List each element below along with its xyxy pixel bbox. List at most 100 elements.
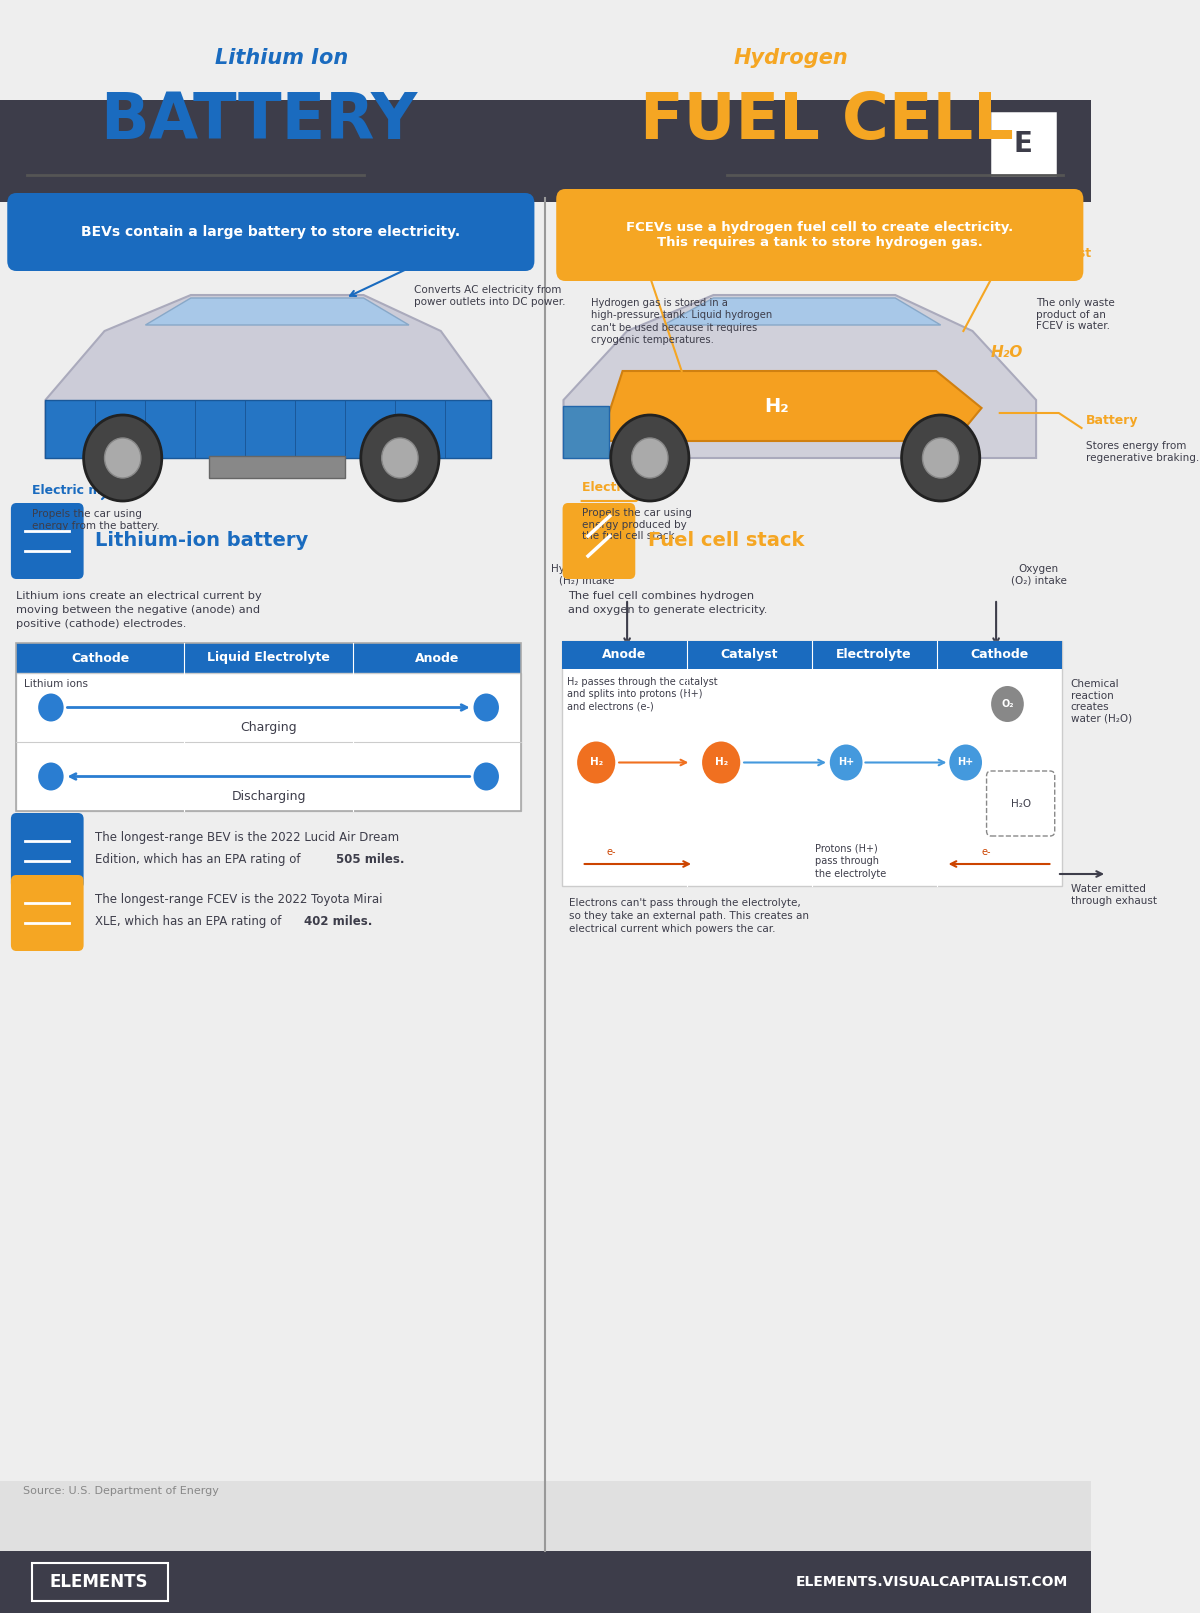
Circle shape — [474, 694, 499, 721]
FancyBboxPatch shape — [989, 110, 1058, 177]
Polygon shape — [564, 295, 1036, 458]
Circle shape — [382, 439, 418, 477]
FancyBboxPatch shape — [0, 1481, 1091, 1552]
Text: H₂: H₂ — [589, 758, 602, 768]
Text: FCEVs use a hydrogen fuel cell to create electricity.
This requires a tank to st: FCEVs use a hydrogen fuel cell to create… — [626, 221, 1014, 248]
Circle shape — [949, 745, 982, 781]
Text: E: E — [1014, 131, 1033, 158]
Text: FUEL CELL: FUEL CELL — [640, 90, 1014, 152]
Text: 402 miles.: 402 miles. — [305, 915, 373, 927]
Text: BEVs contain a large battery to store electricity.: BEVs contain a large battery to store el… — [82, 224, 461, 239]
Circle shape — [38, 694, 64, 721]
Text: Fuel cell stack: Fuel cell stack — [648, 532, 804, 550]
Text: H₂O: H₂O — [991, 345, 1024, 360]
Text: ELEMENTS.VISUALCAPITALIST.COM: ELEMENTS.VISUALCAPITALIST.COM — [796, 1574, 1068, 1589]
FancyBboxPatch shape — [557, 189, 1084, 281]
Text: Electric Vehicles: Electric Vehicles — [430, 163, 661, 187]
Text: Lithium Ion: Lithium Ion — [215, 48, 348, 68]
FancyBboxPatch shape — [564, 406, 608, 458]
Circle shape — [631, 439, 668, 477]
Text: H₂: H₂ — [714, 758, 728, 768]
Text: Electric motor: Electric motor — [32, 484, 130, 497]
Text: Electric motor: Electric motor — [582, 482, 680, 495]
FancyBboxPatch shape — [46, 400, 491, 458]
Text: e-: e- — [982, 847, 991, 857]
Text: Catalyst: Catalyst — [720, 648, 778, 661]
FancyBboxPatch shape — [562, 640, 1062, 886]
Text: Cathode: Cathode — [970, 648, 1028, 661]
Text: H₂O: H₂O — [1010, 798, 1031, 810]
Text: vs: vs — [504, 106, 541, 135]
Text: Oxygen
(O₂) intake: Oxygen (O₂) intake — [1010, 565, 1067, 586]
Text: Chemical
reaction
creates
water (H₂O): Chemical reaction creates water (H₂O) — [1070, 679, 1132, 724]
Circle shape — [577, 742, 616, 784]
Text: 505 miles.: 505 miles. — [336, 853, 404, 866]
Text: Water emitted
through exhaust: Water emitted through exhaust — [1070, 884, 1157, 905]
Circle shape — [361, 415, 439, 502]
Circle shape — [901, 415, 979, 502]
FancyBboxPatch shape — [0, 100, 1091, 202]
Text: XLE, which has an EPA rating of: XLE, which has an EPA rating of — [96, 915, 286, 927]
Text: H+: H+ — [838, 758, 854, 768]
Text: Converts AC electricity from
power outlets into DC power.: Converts AC electricity from power outle… — [414, 286, 565, 306]
Text: Charging: Charging — [240, 721, 296, 734]
Text: Battery: Battery — [1086, 415, 1139, 427]
Text: e-: e- — [607, 847, 617, 857]
FancyBboxPatch shape — [11, 813, 84, 889]
Text: Anode: Anode — [414, 652, 458, 665]
Circle shape — [991, 686, 1024, 723]
Text: The longest-range FCEV is the 2022 Toyota Mirai: The longest-range FCEV is the 2022 Toyot… — [96, 894, 383, 907]
Text: Hydrogen: Hydrogen — [733, 48, 848, 68]
Text: The only waste
product of an
FCEV is water.: The only waste product of an FCEV is wat… — [1036, 298, 1115, 331]
Circle shape — [38, 763, 64, 790]
Polygon shape — [46, 295, 491, 458]
Circle shape — [611, 415, 689, 502]
Polygon shape — [145, 298, 409, 324]
Text: Anode: Anode — [602, 648, 647, 661]
Text: Liquid Electrolyte: Liquid Electrolyte — [208, 652, 330, 665]
Text: H₂ passes through the catalyst
and splits into protons (H+)
and electrons (e-): H₂ passes through the catalyst and split… — [568, 677, 718, 711]
FancyBboxPatch shape — [209, 456, 346, 477]
Text: Lithium ions create an electrical current by
moving between the negative (anode): Lithium ions create an electrical curren… — [17, 590, 262, 629]
Text: Hydrogen gas
(H₂) intake: Hydrogen gas (H₂) intake — [551, 565, 623, 586]
FancyBboxPatch shape — [11, 874, 84, 952]
FancyBboxPatch shape — [562, 640, 1062, 669]
Text: BATTERY: BATTERY — [101, 90, 418, 152]
Text: Exhaust: Exhaust — [1036, 247, 1092, 260]
Text: The fuel cell combines hydrogen
and oxygen to generate electricity.: The fuel cell combines hydrogen and oxyg… — [568, 590, 768, 615]
Text: Hydrogen gas is stored in a
high-pressure tank. Liquid hydrogen
can't be used be: Hydrogen gas is stored in a high-pressur… — [590, 298, 772, 345]
Circle shape — [84, 415, 162, 502]
Text: Lithium ions: Lithium ions — [24, 679, 88, 689]
Text: Propels the car using
energy produced by
the fuel cell stack.: Propels the car using energy produced by… — [582, 508, 691, 542]
Text: ELEMENTS: ELEMENTS — [50, 1573, 149, 1590]
Text: Stores energy from
regenerative braking.: Stores energy from regenerative braking. — [1086, 440, 1199, 463]
Text: Electrons can't pass through the electrolyte,
so they take an external path. Thi: Electrons can't pass through the electro… — [569, 898, 809, 934]
Text: Discharging: Discharging — [232, 790, 306, 803]
Text: Cathode: Cathode — [71, 652, 130, 665]
FancyBboxPatch shape — [7, 194, 534, 271]
FancyBboxPatch shape — [17, 644, 521, 673]
Circle shape — [923, 439, 959, 477]
FancyBboxPatch shape — [0, 1552, 1091, 1613]
Circle shape — [104, 439, 140, 477]
Text: O₂: O₂ — [1001, 698, 1014, 710]
Text: H+: H+ — [958, 758, 973, 768]
Text: Protons (H+)
pass through
the electrolyte: Protons (H+) pass through the electrolyt… — [815, 844, 887, 879]
Circle shape — [829, 745, 863, 781]
Text: The longest-range BEV is the 2022 Lucid Air Dream: The longest-range BEV is the 2022 Lucid … — [96, 831, 400, 844]
Text: Edition, which has an EPA rating of: Edition, which has an EPA rating of — [96, 853, 305, 866]
Circle shape — [474, 763, 499, 790]
FancyBboxPatch shape — [17, 673, 521, 811]
Text: H₂: H₂ — [764, 397, 790, 416]
Polygon shape — [664, 298, 941, 324]
Text: Fuel tank: Fuel tank — [590, 247, 656, 260]
Circle shape — [702, 742, 740, 784]
Text: Source: U.S. Department of Energy: Source: U.S. Department of Energy — [23, 1486, 218, 1495]
Polygon shape — [600, 371, 982, 440]
Text: Propels the car using
energy from the battery.: Propels the car using energy from the ba… — [32, 510, 160, 531]
Text: Lithium-ion battery: Lithium-ion battery — [96, 532, 308, 550]
FancyBboxPatch shape — [563, 503, 635, 579]
Text: Onboard charger: Onboard charger — [414, 258, 533, 271]
FancyBboxPatch shape — [11, 503, 84, 579]
Text: Electrolyte: Electrolyte — [836, 648, 912, 661]
